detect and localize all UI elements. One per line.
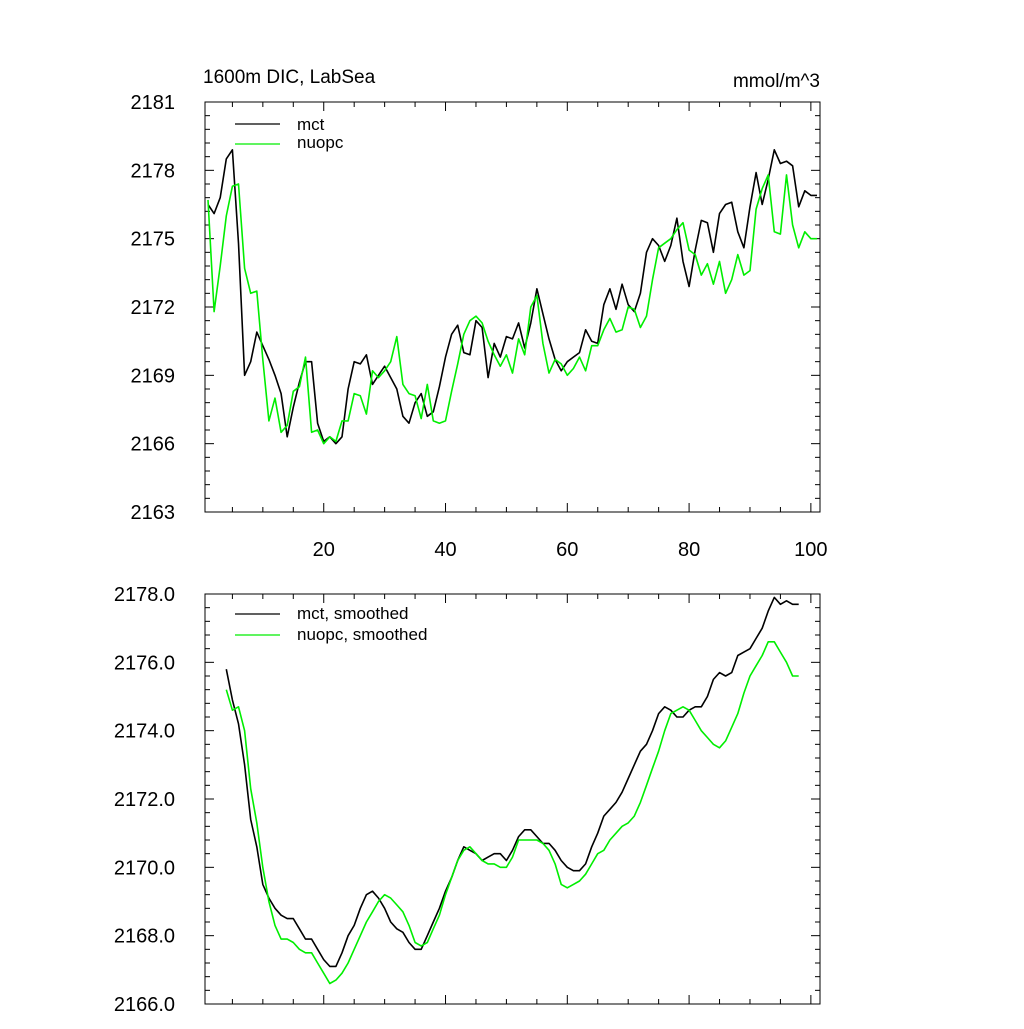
series-line-nuopc <box>207 174 817 445</box>
y-tick-label: 2181 <box>131 92 176 114</box>
y-tick-label: 2178.0 <box>114 584 175 606</box>
axis-tick-labels: 2166.0 2168.0 2170.0 2172.0 2174.0 2176.0 2178… <box>114 584 175 1016</box>
y-tick-label: 2178 <box>131 160 176 182</box>
y-tick-label: 2168.0 <box>114 926 175 948</box>
legend-label-nuopc: nuopc <box>297 133 344 152</box>
y-tick-label: 2175 <box>131 229 176 251</box>
legend-label-mct-smoothed: mct, smoothed <box>297 604 409 623</box>
y-tick-label: 2176.0 <box>114 652 175 674</box>
y-tick-label: 2174.0 <box>114 721 175 743</box>
axis-ticks <box>205 593 820 1005</box>
y-tick-label: 2172 <box>131 297 176 319</box>
axis-tick-labels: 2163 2166 2169 2172 2175 2178 2181 20 40 60 80 100 <box>131 92 828 561</box>
y-tick-label: 2172.0 <box>114 789 175 811</box>
x-tick-label: 100 <box>794 539 827 561</box>
plot-frame <box>204 101 821 513</box>
x-tick-label: 20 <box>313 539 335 561</box>
series-lines <box>207 149 817 445</box>
y-tick-label: 2169 <box>131 365 176 387</box>
x-tick-label: 40 <box>434 539 456 561</box>
legend-label-nuopc-smoothed: nuopc, smoothed <box>297 625 427 644</box>
chart-title: 1600m DIC, LabSea <box>203 67 376 88</box>
x-tick-label: 80 <box>678 539 700 561</box>
legend-label-mct: mct <box>297 115 325 134</box>
y-tick-label: 2166.0 <box>114 994 175 1016</box>
series-line-nuopc-smoothed <box>225 640 799 985</box>
y-tick-label: 2166 <box>131 434 176 456</box>
chart-units: mmol/m^3 <box>733 71 820 92</box>
legend: mct, smoothed nuopc, smoothed <box>235 604 427 644</box>
axis-ticks <box>205 101 820 513</box>
y-tick-label: 2170.0 <box>114 857 175 879</box>
series-line-mct <box>207 149 817 445</box>
legend: mct nuopc <box>235 115 344 152</box>
x-tick-label: 60 <box>556 539 578 561</box>
series-line-mct-smoothed <box>225 596 799 968</box>
plot-frame <box>204 593 821 1005</box>
series-lines <box>225 596 799 985</box>
chart-panel-top: 1600m DIC, LabSea mmol/m^3 2163216621692… <box>131 67 828 561</box>
chart-panel-bottom: 2166.0 2168.0 2170.0 2172.0 2174.0 2176.0 2178… <box>114 584 821 1016</box>
y-tick-label: 2163 <box>131 502 176 524</box>
